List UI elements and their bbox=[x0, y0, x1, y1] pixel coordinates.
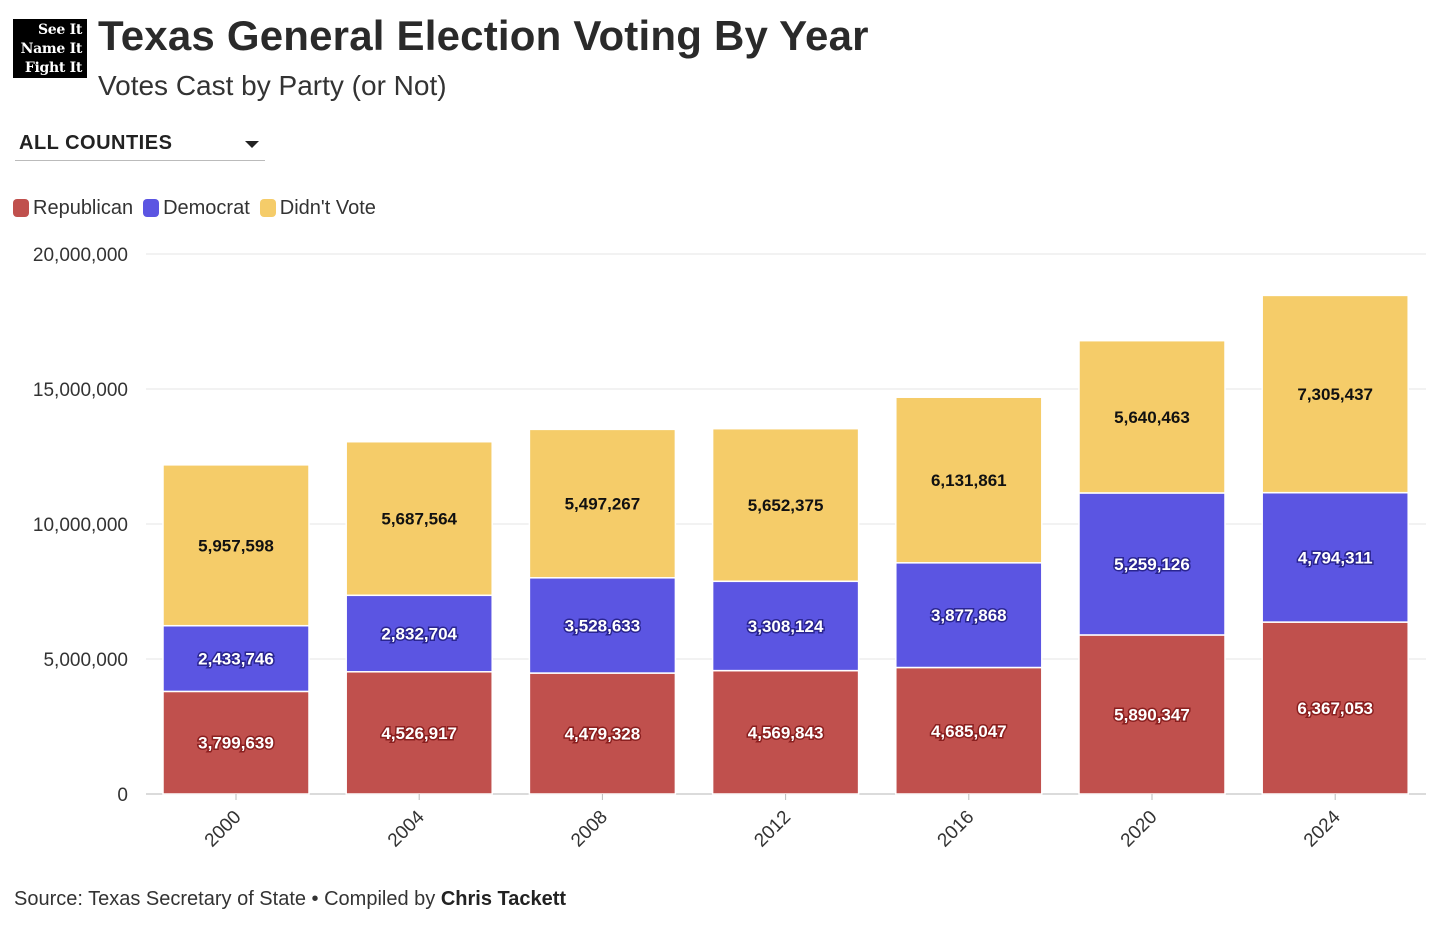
data-label-didnt-vote: 6,131,861 bbox=[931, 471, 1007, 490]
bar-segment-republican[interactable] bbox=[711, 669, 860, 795]
y-tick-label: 15,000,000 bbox=[33, 380, 128, 401]
data-label-didnt-vote: 7,305,437 bbox=[1297, 385, 1373, 404]
x-axis-ticks: 2000 2004 2008 2012 2016 2020 2024 bbox=[201, 794, 1345, 851]
author-name: Chris Tackett bbox=[440, 888, 567, 910]
x-tick-label: 2024 bbox=[1300, 806, 1345, 851]
bar-segment-didnt-vote[interactable] bbox=[895, 396, 1043, 564]
data-label-democrat: 4,794,311 bbox=[1298, 548, 1373, 567]
bar-segment-democrat[interactable] bbox=[162, 624, 310, 693]
data-label-democrat: 3,528,633 bbox=[565, 616, 641, 635]
bar-segment-didnt-vote[interactable] bbox=[162, 464, 310, 627]
bar-segment-didnt-vote[interactable] bbox=[345, 440, 493, 597]
data-label-didnt-vote: 5,687,564 bbox=[381, 510, 457, 529]
y-axis-ticks: 0 5,000,000 10,000,000 15,000,000 20,000,000 bbox=[33, 245, 128, 806]
bar-segment-republican[interactable] bbox=[1078, 634, 1226, 795]
legend-item-republican[interactable]: Republican bbox=[13, 197, 133, 220]
stacked-bar-chart: 0 5,000,000 10,000,000 15,000,000 20,000,000… bbox=[33, 245, 1426, 851]
bar-segment-republican[interactable] bbox=[528, 672, 677, 795]
data-label-republican: 3,799,639 bbox=[198, 734, 274, 753]
data-label-didnt-vote: 5,640,463 bbox=[1114, 408, 1190, 427]
legend-swatch-republican bbox=[13, 199, 29, 217]
data-label-democrat: 3,308,124 bbox=[748, 617, 824, 636]
x-tick-label: 2000 bbox=[201, 807, 246, 852]
x-tick-label: 2012 bbox=[750, 807, 795, 852]
data-label-republican: 4,479,328 bbox=[565, 725, 641, 744]
bar-segment-didnt-vote[interactable] bbox=[711, 427, 860, 583]
data-label-democrat: 5,259,126 bbox=[1114, 555, 1190, 574]
chevron-down-icon bbox=[245, 141, 259, 148]
data-label-democrat: 2,433,746 bbox=[198, 650, 274, 669]
source-text: Source: Texas Secretary of State • Compi… bbox=[14, 888, 441, 910]
y-tick-label: 20,000,000 bbox=[33, 245, 128, 266]
page-subtitle: Votes Cast by Party (or Not) bbox=[98, 70, 447, 101]
legend-swatch-didnt-vote bbox=[259, 199, 276, 217]
bar-segment-didnt-vote[interactable] bbox=[1261, 294, 1409, 494]
page-title: Texas General Election Voting By Year bbox=[98, 12, 869, 59]
bar-segment-democrat[interactable] bbox=[528, 577, 677, 674]
data-label-didnt-vote: 5,497,267 bbox=[565, 495, 641, 514]
data-label-didnt-vote: 5,652,375 bbox=[748, 496, 824, 515]
chart-legend: Republican Democrat Didn't Vote bbox=[13, 196, 386, 220]
bar-segment-didnt-vote[interactable] bbox=[1078, 339, 1226, 494]
legend-label-didnt-vote: Didn't Vote bbox=[279, 196, 376, 219]
legend-item-democrat[interactable]: Democrat bbox=[143, 197, 250, 220]
bar-segment-democrat[interactable] bbox=[711, 580, 860, 672]
bar-segment-republican[interactable] bbox=[895, 666, 1043, 795]
bar-segment-democrat[interactable] bbox=[1078, 492, 1226, 636]
y-tick-label: 5,000,000 bbox=[43, 650, 128, 671]
data-label-republican: 4,569,843 bbox=[748, 723, 824, 742]
data-label-democrat: 3,877,868 bbox=[931, 606, 1007, 625]
legend-label-republican: Republican bbox=[33, 196, 134, 219]
bar-segment-democrat[interactable] bbox=[1261, 491, 1409, 623]
source-footer: Source: Texas Secretary of State • Compi… bbox=[14, 888, 566, 911]
brand-logo: See It Name It Fight It bbox=[13, 19, 87, 78]
legend-item-didnt-vote[interactable]: Didn't Vote bbox=[259, 196, 376, 220]
bar-segment-didnt-vote[interactable] bbox=[528, 428, 677, 579]
legend-label-democrat: Democrat bbox=[163, 196, 250, 219]
x-tick-label: 2004 bbox=[384, 806, 429, 851]
bars bbox=[162, 294, 1409, 795]
data-label-democrat: 2,832,704 bbox=[381, 625, 457, 644]
data-label-didnt-vote: 5,957,598 bbox=[198, 536, 274, 555]
data-label-republican: 5,890,347 bbox=[1114, 705, 1190, 724]
logo-line-3: Fight It bbox=[24, 60, 82, 76]
legend-swatch-democrat bbox=[143, 199, 160, 217]
x-tick-label: 2020 bbox=[1117, 807, 1162, 852]
county-filter-value: ALL COUNTIES bbox=[19, 132, 173, 154]
data-labels: 3,799,639 2,433,746 5,957,598 4,526,917 2,83… bbox=[197, 385, 1375, 754]
data-label-republican: 6,367,053 bbox=[1297, 699, 1373, 718]
logo-line-2: Name It bbox=[20, 41, 83, 57]
logo-line-1: See It bbox=[37, 22, 82, 38]
data-label-republican: 4,526,917 bbox=[381, 724, 457, 743]
county-filter-dropdown[interactable]: ALL COUNTIES bbox=[15, 127, 265, 161]
bar-segment-republican[interactable] bbox=[1261, 621, 1409, 795]
bar-segment-republican[interactable] bbox=[162, 690, 310, 795]
x-tick-label: 2008 bbox=[567, 807, 612, 852]
y-tick-label: 0 bbox=[117, 785, 128, 806]
x-tick-label: 2016 bbox=[934, 807, 979, 852]
bar-segment-democrat[interactable] bbox=[895, 562, 1043, 669]
y-tick-label: 10,000,000 bbox=[33, 515, 128, 536]
data-label-republican: 4,685,047 bbox=[931, 722, 1007, 741]
